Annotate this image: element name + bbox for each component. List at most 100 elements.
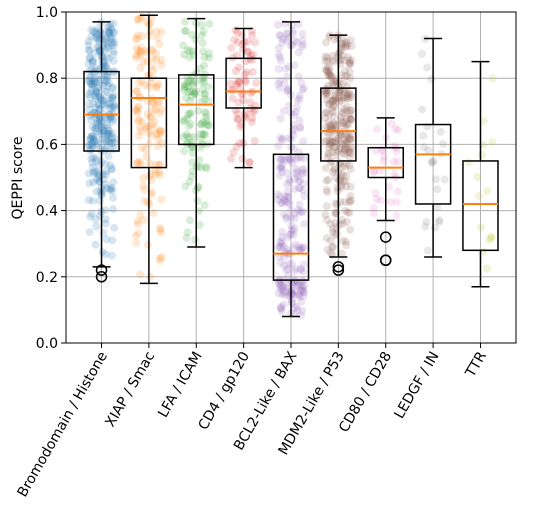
- data-point: [339, 171, 348, 180]
- data-point: [372, 194, 381, 203]
- data-point: [282, 265, 291, 274]
- data-point: [95, 115, 104, 124]
- data-point: [98, 170, 107, 179]
- data-point: [150, 117, 159, 126]
- data-point: [440, 175, 449, 184]
- data-point: [107, 25, 116, 34]
- data-point: [91, 215, 100, 224]
- data-point: [274, 65, 283, 74]
- data-point: [295, 94, 304, 103]
- data-point: [157, 252, 166, 261]
- data-point: [325, 100, 334, 109]
- data-point: [102, 39, 111, 48]
- data-point: [88, 131, 97, 140]
- data-point: [274, 195, 283, 204]
- data-point: [94, 119, 103, 128]
- data-point: [105, 99, 114, 108]
- data-point: [347, 130, 356, 139]
- data-point: [298, 283, 307, 292]
- data-point: [274, 289, 283, 298]
- data-point: [392, 147, 401, 156]
- data-point: [394, 126, 403, 135]
- data-point: [336, 130, 345, 139]
- data-point: [134, 220, 143, 229]
- data-point: [338, 140, 347, 149]
- data-point: [338, 236, 347, 245]
- data-point: [157, 195, 166, 204]
- data-point: [337, 71, 346, 80]
- data-point: [275, 163, 284, 172]
- data-point: [238, 154, 247, 163]
- data-point: [107, 139, 116, 148]
- data-point: [298, 36, 307, 45]
- data-point: [342, 102, 351, 111]
- data-point: [136, 51, 145, 60]
- data-point: [137, 117, 146, 126]
- data-point: [155, 170, 164, 179]
- data-point: [284, 192, 293, 201]
- data-point: [101, 215, 110, 224]
- data-point: [327, 73, 336, 82]
- data-point: [155, 108, 164, 117]
- data-point: [386, 197, 395, 206]
- data-point: [370, 209, 379, 218]
- data-point: [189, 78, 198, 87]
- data-point: [188, 71, 197, 80]
- data-point: [132, 53, 141, 62]
- data-point: [369, 166, 378, 175]
- data-point: [473, 172, 482, 181]
- data-point: [152, 55, 161, 64]
- data-point: [287, 229, 296, 238]
- data-point: [328, 97, 337, 106]
- data-point: [103, 52, 112, 61]
- data-point: [292, 169, 301, 178]
- data-point: [324, 175, 333, 184]
- data-point: [337, 170, 346, 179]
- data-point: [102, 33, 111, 42]
- data-point: [299, 169, 308, 178]
- data-point: [338, 118, 347, 127]
- data-point: [84, 100, 93, 109]
- data-point: [108, 129, 117, 138]
- data-point: [343, 92, 352, 101]
- data-point: [345, 56, 354, 65]
- data-point: [188, 158, 197, 167]
- data-point: [87, 79, 96, 88]
- data-point: [346, 115, 355, 124]
- data-point: [300, 219, 309, 228]
- data-point: [180, 26, 189, 35]
- data-point: [144, 140, 153, 149]
- data-point: [290, 37, 299, 46]
- data-point: [180, 80, 189, 89]
- data-point: [240, 38, 249, 47]
- data-point: [335, 130, 344, 139]
- data-point: [90, 73, 99, 82]
- data-point: [137, 77, 146, 86]
- data-point: [371, 188, 380, 197]
- data-point: [109, 103, 118, 112]
- data-point: [96, 27, 105, 36]
- data-point: [480, 117, 489, 126]
- data-point: [321, 89, 330, 98]
- data-point: [287, 221, 296, 230]
- data-point: [339, 104, 348, 113]
- data-point: [293, 96, 302, 105]
- data-point: [487, 233, 496, 242]
- data-point: [342, 38, 351, 47]
- data-point: [335, 49, 344, 58]
- data-point: [239, 96, 248, 105]
- data-point: [92, 222, 101, 231]
- data-point: [91, 240, 100, 249]
- data-point: [276, 281, 285, 290]
- data-point: [328, 56, 337, 65]
- data-point: [322, 185, 331, 194]
- data-point: [335, 94, 344, 103]
- data-point: [87, 154, 96, 163]
- data-point: [88, 123, 97, 132]
- data-point: [244, 37, 253, 46]
- data-point: [197, 135, 206, 144]
- data-point: [152, 170, 161, 179]
- data-point: [324, 149, 333, 158]
- box: [462, 160, 499, 252]
- data-point: [108, 193, 117, 202]
